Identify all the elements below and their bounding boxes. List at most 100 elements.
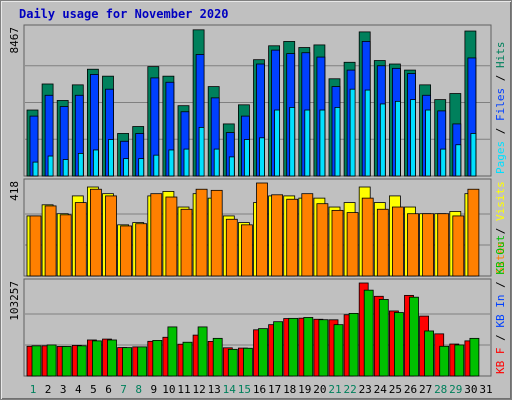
bar-sites-sites-28 — [437, 213, 450, 277]
x-tick-label-1: 1 — [30, 383, 37, 396]
x-tick-label-30: 30 — [464, 383, 477, 396]
bar-kb-kb-out-25 — [393, 312, 404, 377]
legend-item: Pages — [494, 141, 507, 174]
bar-hits-pages-18 — [289, 107, 296, 177]
x-tick-label-14: 14 — [223, 383, 237, 396]
y-max-label: 418 — [8, 181, 21, 201]
x-tick-label-8: 8 — [135, 383, 142, 396]
bar-kb-kb-out-13 — [212, 337, 223, 377]
bar-sites-sites-5 — [90, 188, 102, 277]
bar-kb-kb-out-16 — [258, 328, 268, 377]
panel-hits: 8467 Pages / Files / Hits — [8, 24, 507, 177]
panel-sites: 418 Sites / Visits — [8, 178, 507, 277]
x-tick-label-21: 21 — [328, 383, 341, 396]
x-tick-label-9: 9 — [150, 383, 157, 396]
bar-kb-kb-out-15 — [242, 347, 253, 377]
bar-hits-pages-28 — [440, 148, 447, 177]
legend-item: Sites — [494, 241, 507, 274]
bar-hits-pages-15 — [243, 139, 250, 177]
y-max-label: 8467 — [8, 27, 21, 54]
chart-panels: 8467 Pages / Files / Hits 418 Sites / Visit… — [8, 24, 507, 377]
bar-kb-kb-out-18 — [288, 317, 299, 377]
bar-hits-pages-25 — [394, 100, 401, 177]
bar-kb-kb-out-7 — [122, 347, 132, 377]
legend-item: Visits — [494, 181, 507, 221]
legend-item: KB F — [494, 348, 507, 375]
bar-sites-sites-26 — [407, 213, 419, 277]
bar-sites-sites-12 — [195, 188, 208, 277]
x-axis-labels: 1 2 3 4 5 6 7 8 9 10 11 12 13 14 15 16 17 18 19 20 21 22 23 24 2… — [30, 383, 493, 396]
bar-kb-kb-out-27 — [424, 330, 435, 377]
x-tick-label-20: 20 — [313, 383, 326, 396]
bar-sites-sites-9 — [150, 193, 163, 277]
x-tick-label-3: 3 — [60, 383, 67, 396]
bar-sites-sites-10 — [165, 196, 178, 277]
legend-item: Hits — [494, 42, 507, 69]
bar-kb-kb-out-12 — [197, 326, 208, 377]
bar-sites-sites-2 — [44, 205, 57, 277]
y-max-label: 103257 — [8, 281, 21, 321]
bar-sites-sites-4 — [74, 202, 87, 277]
bar-hits-pages-20 — [319, 109, 326, 177]
x-tick-label-27: 27 — [419, 383, 432, 396]
x-tick-label-25: 25 — [389, 383, 402, 396]
bar-sites-sites-14 — [225, 218, 238, 277]
bar-hits-pages-9 — [153, 154, 160, 177]
bar-hits-pages-7 — [123, 158, 129, 177]
bar-sites-sites-7 — [120, 225, 132, 277]
bar-kb-kb-out-23 — [363, 289, 374, 377]
bar-sites-sites-1 — [29, 215, 42, 277]
bar-kb-kb-out-17 — [273, 321, 284, 377]
x-tick-label-13: 13 — [208, 383, 221, 396]
x-tick-label-7: 7 — [120, 383, 127, 396]
bar-hits-pages-16 — [259, 137, 265, 177]
bar-kb-kb-out-24 — [378, 299, 389, 377]
bar-hits-pages-6 — [108, 139, 114, 177]
bar-hits-pages-26 — [410, 99, 416, 177]
bar-sites-sites-8 — [135, 223, 148, 277]
bar-kb-kb-out-2 — [46, 344, 57, 377]
bar-kb-kb-out-22 — [348, 313, 359, 377]
bar-hits-pages-29 — [455, 144, 462, 177]
legend-sites: Sites / Visits — [494, 181, 507, 274]
x-tick-label-22: 22 — [343, 383, 356, 396]
bar-hits-pages-2 — [47, 155, 54, 177]
bar-sites-sites-22 — [346, 212, 359, 277]
bar-kb-kb-out-11 — [182, 341, 193, 377]
bar-kb-kb-out-8 — [137, 346, 148, 377]
x-tick-label-29: 29 — [449, 383, 462, 396]
x-tick-label-15: 15 — [238, 383, 251, 396]
bar-kb-kb-out-6 — [107, 339, 117, 377]
x-tick-label-11: 11 — [177, 383, 190, 396]
bar-hits-pages-12 — [198, 126, 205, 177]
bar-kb-kb-out-1 — [31, 345, 42, 377]
x-tick-label-28: 28 — [434, 383, 447, 396]
legend-item: KB In — [494, 295, 507, 328]
bar-kb-kb-out-9 — [152, 340, 163, 377]
legend-item: Files — [494, 88, 507, 121]
bar-sites-sites-3 — [59, 214, 72, 277]
bar-hits-pages-30 — [470, 133, 477, 177]
bar-sites-sites-23 — [361, 197, 374, 277]
x-tick-label-10: 10 — [162, 383, 175, 396]
bar-sites-sites-18 — [286, 198, 299, 277]
bar-sites-sites-27 — [422, 213, 435, 277]
bar-hits-pages-21 — [334, 107, 341, 177]
bar-kb-kb-out-19 — [303, 317, 314, 377]
bar-kb-kb-out-21 — [333, 324, 344, 377]
x-tick-label-23: 23 — [359, 383, 372, 396]
panel-kb: 103257 KB F / KB In / KB Out — [8, 235, 507, 377]
x-tick-label-5: 5 — [90, 383, 97, 396]
bar-hits-pages-11 — [183, 148, 190, 177]
x-tick-label-31: 31 — [479, 383, 492, 396]
bar-sites-sites-20 — [316, 203, 329, 277]
bar-hits-pages-8 — [138, 158, 145, 177]
x-tick-label-18: 18 — [283, 383, 296, 396]
bar-sites-sites-16 — [256, 182, 268, 277]
bar-hits-pages-17 — [274, 109, 281, 177]
bar-sites-sites-29 — [452, 215, 465, 277]
bar-sites-sites-15 — [240, 224, 253, 277]
legend-hits: Pages / Files / Hits — [494, 42, 507, 175]
x-tick-label-16: 16 — [253, 383, 266, 396]
